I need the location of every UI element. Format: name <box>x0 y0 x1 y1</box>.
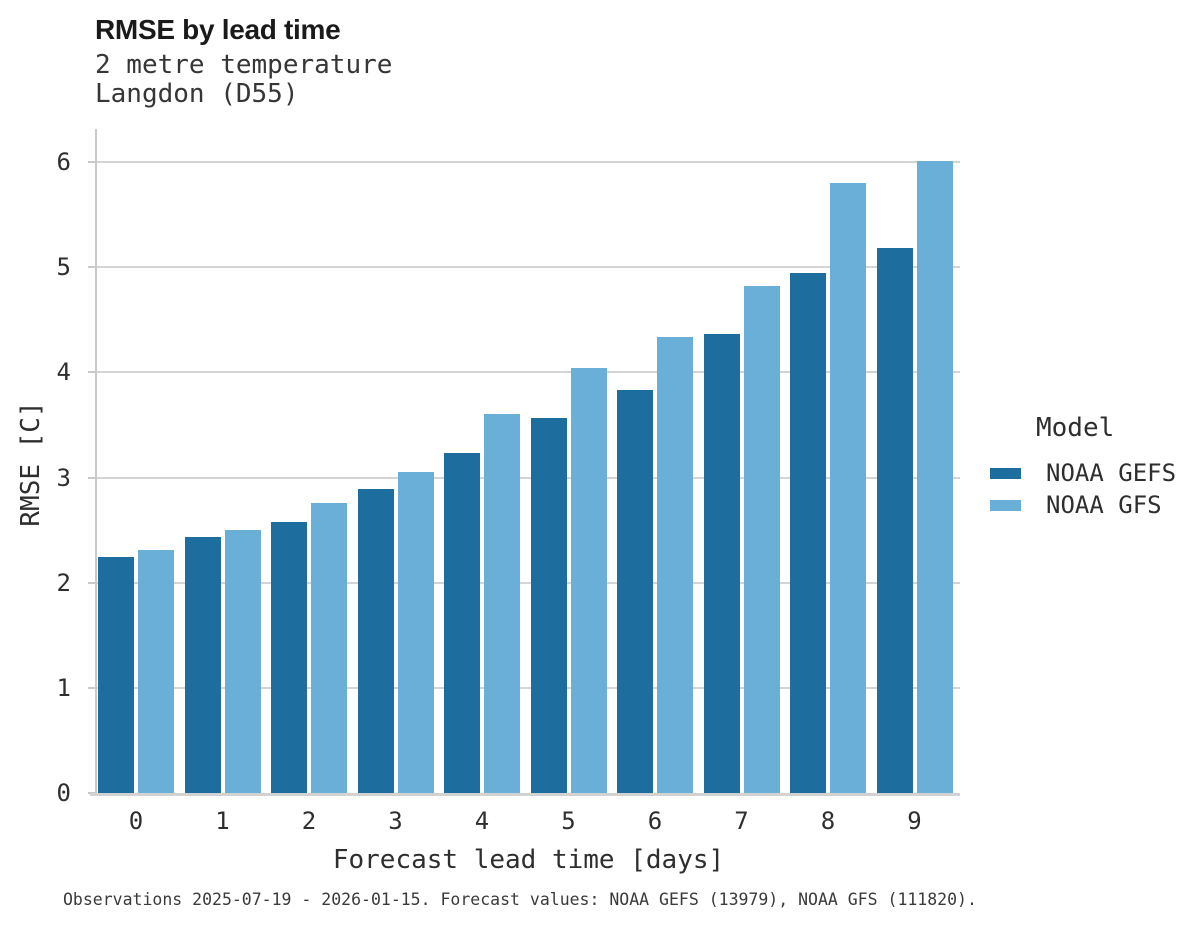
bar-noaa-gfs-6 <box>657 336 693 793</box>
bar-noaa-gfs-5 <box>570 368 607 793</box>
bar-noaa-gfs-8 <box>830 183 866 793</box>
y-tick-4 <box>88 371 97 374</box>
legend-swatch-noaa-gefs <box>990 467 1021 479</box>
bar-group-6 <box>617 336 693 793</box>
y-tick-label-4: 4 <box>56 358 71 387</box>
bar-noaa-gefs-6 <box>617 390 653 793</box>
bar-noaa-gefs-4 <box>444 453 480 793</box>
bar-group-7 <box>703 286 780 793</box>
bar-noaa-gefs-7 <box>703 334 740 793</box>
y-tick-label-6: 6 <box>56 147 71 176</box>
legend-item-noaa-gefs: NOAA GEFS <box>990 457 1176 489</box>
bar-noaa-gefs-8 <box>790 273 826 793</box>
legend-label-noaa-gefs: NOAA GEFS <box>1046 459 1177 487</box>
x-tick-label-1: 1 <box>215 807 230 835</box>
gridline-y-3 <box>97 476 960 479</box>
x-tick-label-4: 4 <box>474 807 490 835</box>
legend-title: Model <box>1036 413 1115 443</box>
gridline-y-6 <box>97 160 960 163</box>
x-tick-label-7: 7 <box>734 807 749 835</box>
y-tick-label-1: 1 <box>56 673 71 702</box>
x-axis-title: Forecast lead time [days] <box>332 845 725 875</box>
bar-group-0 <box>98 550 174 793</box>
bar-noaa-gfs-9 <box>916 160 953 793</box>
legend-item-noaa-gfs: NOAA GFS <box>990 489 1176 521</box>
y-tick-label-2: 2 <box>56 568 71 597</box>
x-tick-label-9: 9 <box>907 807 922 835</box>
bar-group-3 <box>357 472 434 793</box>
y-tick-3 <box>88 476 97 479</box>
y-tick-6 <box>88 160 97 163</box>
bar-noaa-gfs-0 <box>138 550 174 793</box>
bar-group-8 <box>790 183 866 793</box>
bar-group-1 <box>184 530 261 793</box>
x-tick-label-5: 5 <box>561 807 576 835</box>
bar-noaa-gfs-2 <box>311 502 347 793</box>
gridline-y-4 <box>97 371 960 374</box>
x-tick-label-2: 2 <box>301 807 317 835</box>
bar-noaa-gefs-3 <box>357 489 394 793</box>
bar-noaa-gefs-1 <box>184 537 221 793</box>
x-tick-label-6: 6 <box>647 807 663 835</box>
bar-noaa-gefs-5 <box>530 417 567 793</box>
gridline-y-1 <box>97 686 960 689</box>
gridline-y-2 <box>97 581 960 584</box>
chart-subtitle-station: Langdon (D55) <box>95 79 299 109</box>
footer-note: Observations 2025-07-19 - 2026-01-15. Fo… <box>63 890 977 909</box>
gridline-y-5 <box>97 266 960 269</box>
bar-group-4 <box>444 414 520 793</box>
legend-label-noaa-gfs: NOAA GFS <box>1046 491 1162 519</box>
bar-group-2 <box>271 502 347 793</box>
x-tick-label-8: 8 <box>820 807 836 835</box>
legend: Model NOAA GEFS NOAA GFS <box>990 413 1176 521</box>
bar-noaa-gfs-7 <box>743 286 780 793</box>
legend-swatch-noaa-gfs <box>990 499 1021 511</box>
bar-noaa-gfs-3 <box>397 472 434 793</box>
bar-noaa-gefs-2 <box>271 521 307 793</box>
bar-noaa-gefs-9 <box>876 248 913 793</box>
y-tick-label-0: 0 <box>56 779 71 807</box>
bar-group-9 <box>876 160 953 793</box>
bar-noaa-gfs-4 <box>484 414 520 793</box>
y-tick-1 <box>88 686 97 689</box>
plot-area: 0 1 2 3 4 5 6 0 1 2 3 4 5 6 7 8 9 <box>57 129 960 835</box>
y-axis-spine <box>95 129 97 793</box>
bar-noaa-gefs-0 <box>98 557 134 793</box>
x-tick-label-0: 0 <box>128 807 144 835</box>
y-tick-label-5: 5 <box>56 253 71 282</box>
y-tick-5 <box>88 266 97 269</box>
x-axis-spine <box>90 793 960 796</box>
y-tick-2 <box>88 581 97 584</box>
x-tick-label-3: 3 <box>388 807 403 835</box>
bar-noaa-gfs-1 <box>224 530 261 793</box>
chart-title: RMSE by lead time <box>95 14 341 45</box>
y-tick-label-3: 3 <box>56 463 71 492</box>
chart-subtitle-variable: 2 metre temperature <box>95 50 393 80</box>
bar-group-5 <box>530 368 607 793</box>
